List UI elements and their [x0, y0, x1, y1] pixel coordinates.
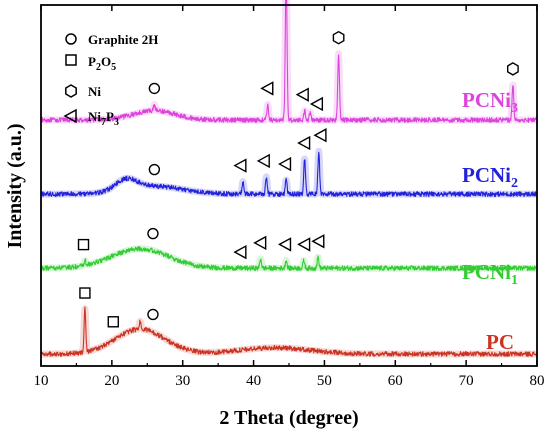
circle-marker-icon: [147, 308, 159, 321]
series-line-pcni1: [40, 245, 538, 272]
series-label-pc: PC: [486, 330, 514, 354]
circle-marker-icon: [148, 163, 161, 176]
triangle-left-marker-icon: [277, 237, 292, 252]
triangle-left-marker-icon: [253, 235, 267, 251]
triangle-left-marker-icon: [297, 237, 311, 252]
x-axis-title: 2 Theta (degree): [219, 407, 358, 429]
x-tick-label: 60: [388, 373, 403, 389]
triangle-left-marker-icon: [233, 158, 247, 173]
legend-square-icon: [65, 54, 77, 66]
square-marker-icon: [79, 287, 91, 299]
triangle-left-marker-icon: [256, 153, 270, 169]
legend: Graphite 2H P2O5 Ni Ni7P3: [63, 32, 158, 128]
x-tick-label: 80: [530, 373, 545, 389]
legend-hexagon-icon: [65, 84, 77, 98]
triangle-left-marker-icon: [295, 87, 309, 102]
x-tick-label: 10: [34, 373, 49, 389]
triangle-left-marker-icon: [297, 135, 311, 151]
series-line-pcni2: [40, 151, 538, 197]
x-tick-label: 40: [246, 373, 261, 389]
square-marker-icon: [77, 238, 90, 251]
series-layer: [37, 0, 541, 358]
legend-label-graphite: Graphite 2H: [88, 32, 158, 47]
hexagon-marker-icon: [507, 62, 519, 76]
legend-label-ni7p3: Ni7P3: [88, 109, 119, 128]
x-tick-label: 70: [459, 373, 474, 389]
triangle-left-marker-icon: [233, 244, 247, 260]
series-line-pc: [40, 306, 538, 357]
series-label-pcni1: PCNi1: [462, 260, 518, 288]
legend-label-p2o5: P2O5: [88, 54, 116, 73]
square-marker-icon: [107, 316, 119, 328]
triangle-left-marker-icon: [277, 156, 292, 172]
circle-marker-icon: [148, 82, 161, 95]
x-tick-label: 20: [104, 373, 119, 389]
series-line-pcni3: [40, 0, 538, 123]
y-axis-title: Intensity (a.u.): [4, 123, 26, 248]
legend-label-ni: Ni: [88, 84, 101, 99]
series-label-pcni3: PCNi3: [462, 88, 518, 116]
x-tick-label: 50: [317, 373, 332, 389]
x-axis: 10 20 30 40 50 60 70 80: [34, 5, 545, 389]
circle-marker-icon: [147, 227, 159, 240]
peak-marker-layer: [77, 30, 519, 328]
series-label-pcni2: PCNi2: [462, 163, 518, 191]
triangle-left-marker-icon: [311, 234, 325, 249]
legend-circle-icon: [65, 33, 77, 45]
triangle-left-marker-icon: [313, 128, 327, 143]
legend-triangle-left-icon: [63, 108, 77, 124]
x-tick-label: 30: [175, 373, 190, 389]
hexagon-marker-icon: [332, 30, 345, 45]
triangle-left-marker-icon: [260, 81, 274, 96]
triangle-left-marker-icon: [309, 96, 324, 112]
